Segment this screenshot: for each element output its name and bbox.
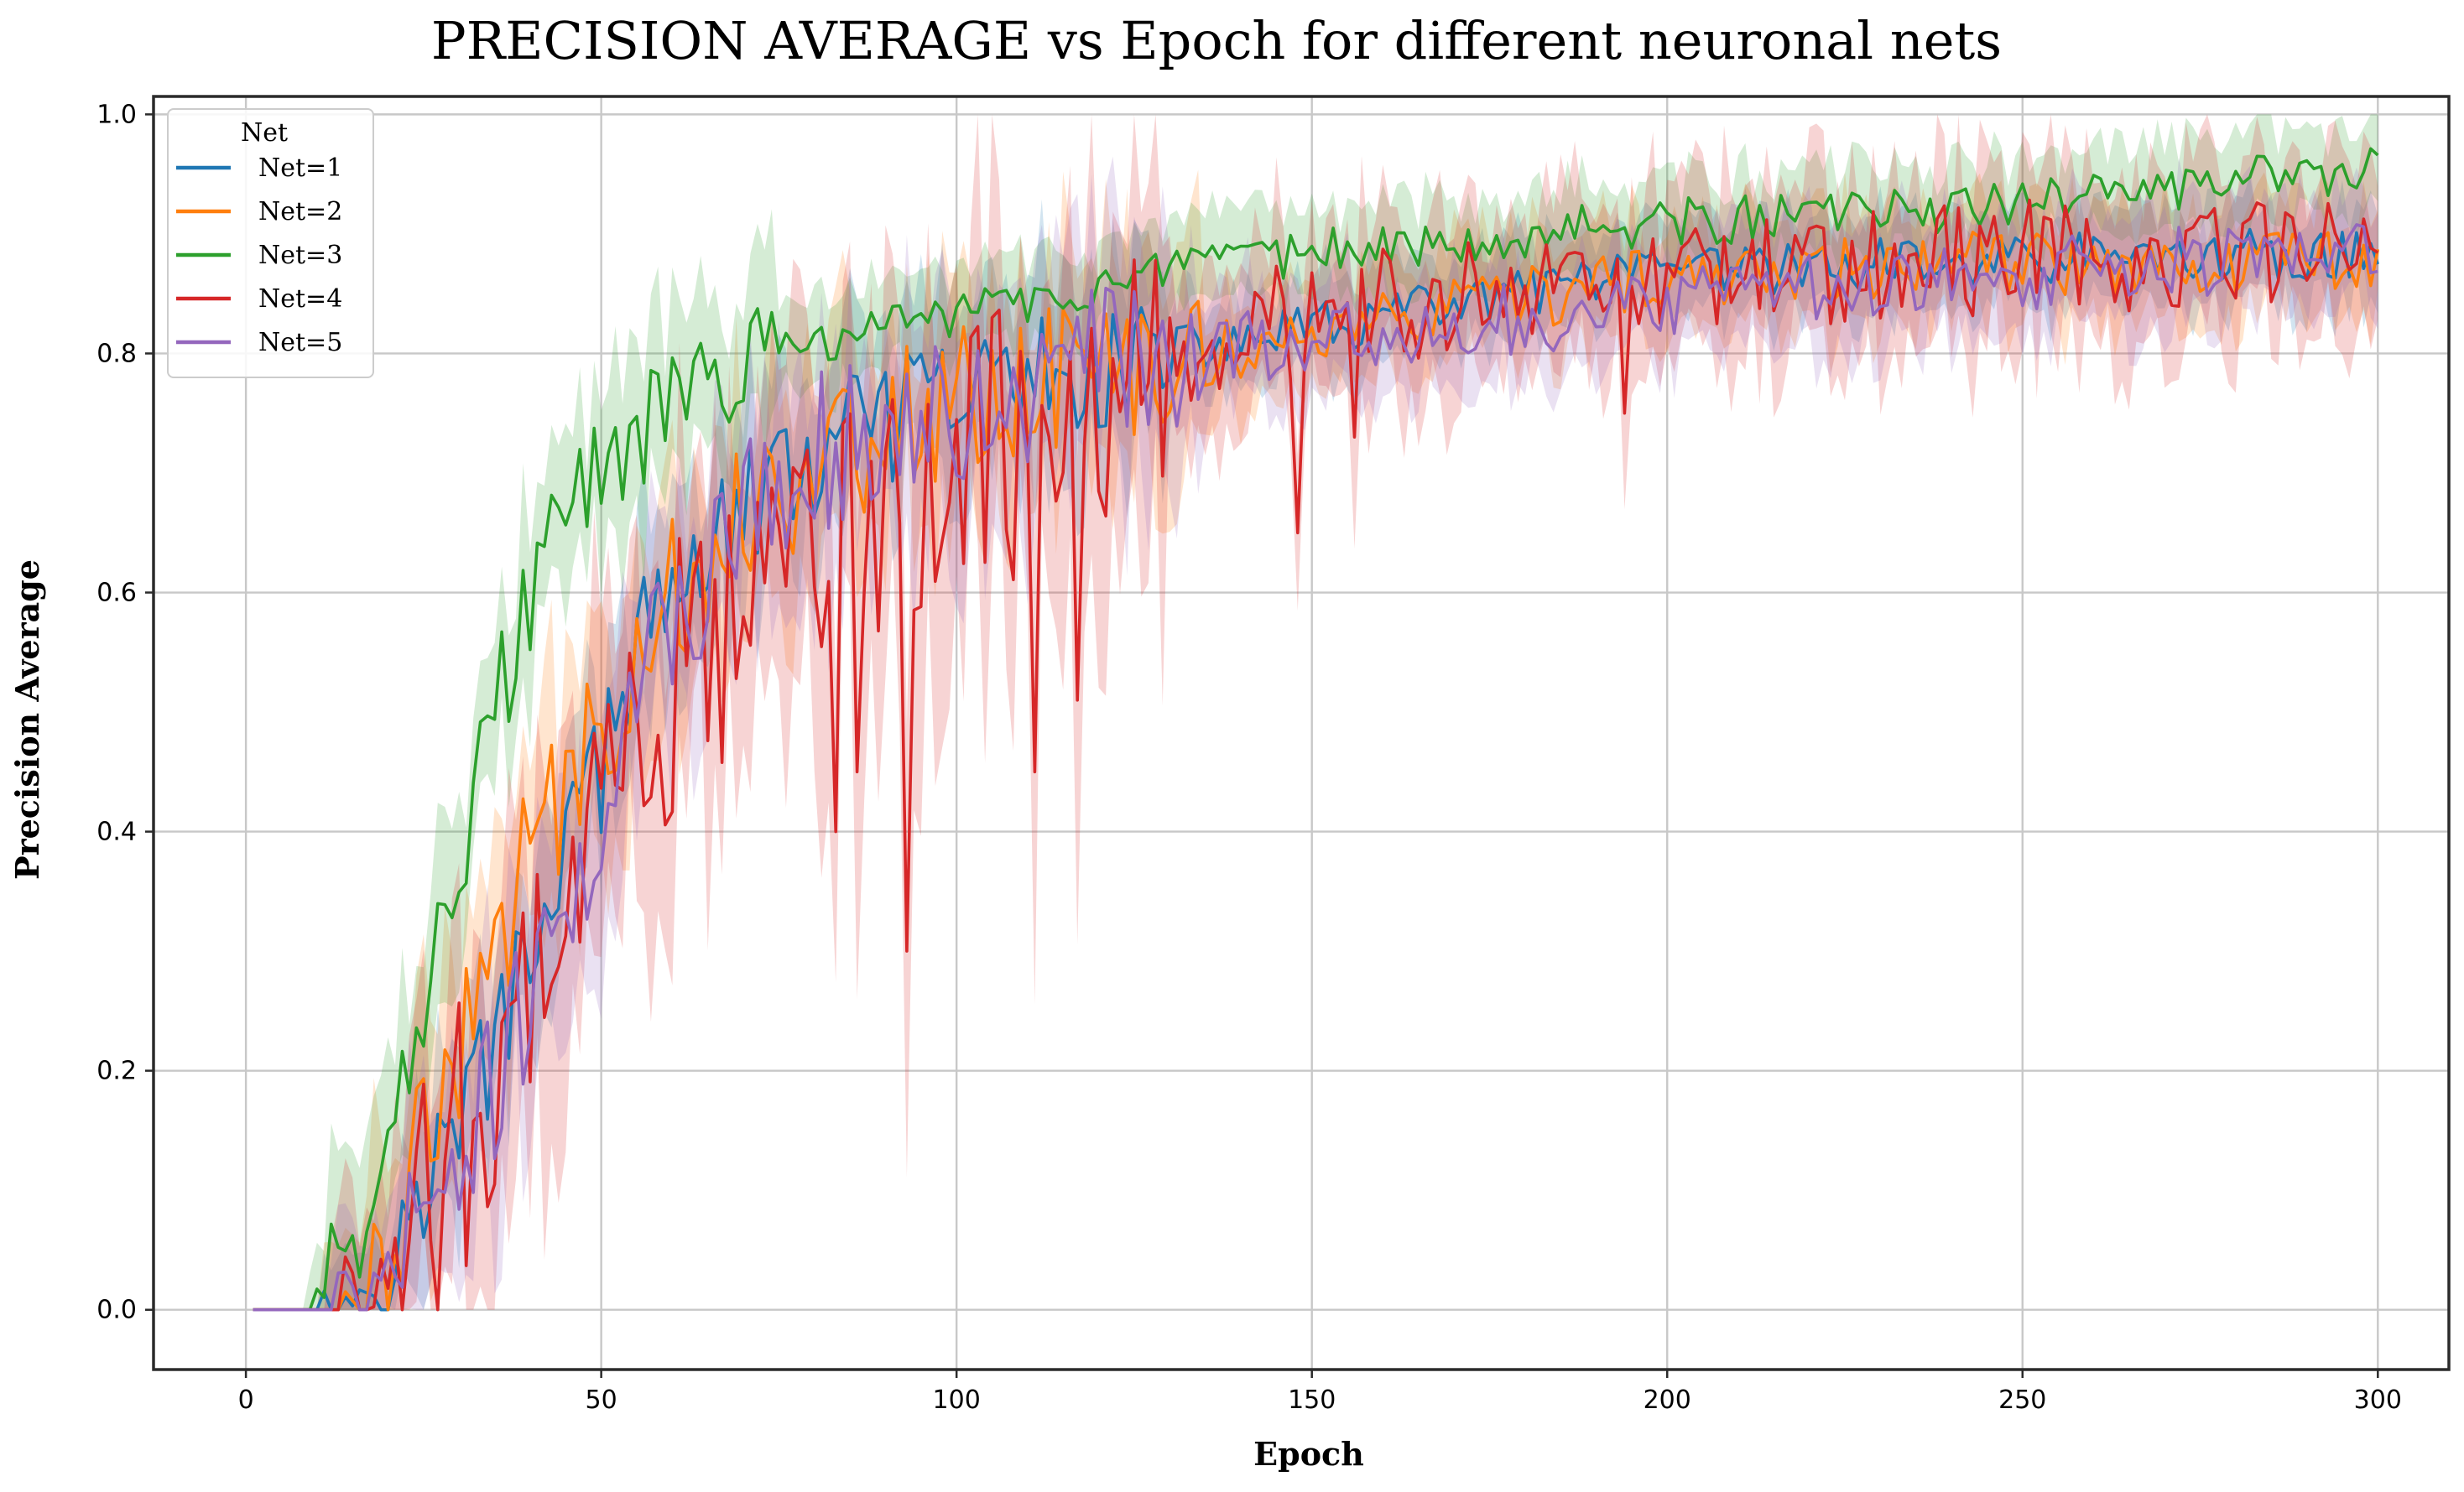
x-tick-label: 0 (238, 1385, 254, 1415)
x-axis-label: Epoch (1253, 1435, 1364, 1473)
y-tick-label: 1.0 (96, 100, 137, 129)
series-line-net-3 (253, 147, 2379, 1312)
series-line-net-4 (253, 198, 2379, 1312)
y-tick-label: 0.4 (96, 818, 137, 847)
y-tick-label: 0.6 (96, 579, 137, 608)
ticks: 0 50 100 150 200 250 300 0.0 0.2 0.4 0.6 0.8 1.0 (96, 100, 2402, 1415)
x-tick-label: 150 (1288, 1385, 1336, 1415)
band-net-5 (253, 156, 2378, 1310)
band-net-2 (253, 169, 2378, 1310)
legend-label: Net=1 (258, 153, 342, 183)
plot-frame (152, 95, 2451, 1371)
legend-box (167, 108, 374, 378)
series-lines (253, 147, 2380, 1312)
series-line-net-2 (253, 231, 2380, 1312)
legend-title: Net (241, 118, 288, 148)
series-line-net-5 (253, 223, 2378, 1312)
x-tick-label: 50 (586, 1385, 617, 1415)
grid (154, 96, 2449, 1370)
y-tick-label: 0.2 (96, 1057, 137, 1086)
x-tick-label: 100 (933, 1385, 981, 1415)
x-tick-label: 300 (2354, 1385, 2402, 1415)
y-tick-label: 0.0 (96, 1296, 137, 1325)
band-net-1 (253, 175, 2378, 1310)
x-tick-label: 200 (1644, 1385, 1691, 1415)
legend-label: Net=5 (258, 328, 342, 357)
y-tick-label: 0.8 (96, 339, 137, 368)
band-net-4 (253, 114, 2378, 1310)
legend-label: Net=3 (258, 241, 342, 270)
legend-items: Net=1 Net=2 Net=3 Net=4 Net=5 (176, 153, 342, 357)
legend-label: Net=2 (258, 197, 342, 226)
y-axis-label: Precision Average (8, 559, 46, 880)
legend-label: Net=4 (258, 284, 342, 314)
confidence-bands (253, 114, 2378, 1310)
legend: Net Net=1 Net=2 Net=3 Net=4 Net=5 (167, 108, 374, 378)
chart-title: PRECISION AVERAGE vs Epoch for different… (431, 10, 2002, 71)
x-tick-label: 250 (1998, 1385, 2046, 1415)
